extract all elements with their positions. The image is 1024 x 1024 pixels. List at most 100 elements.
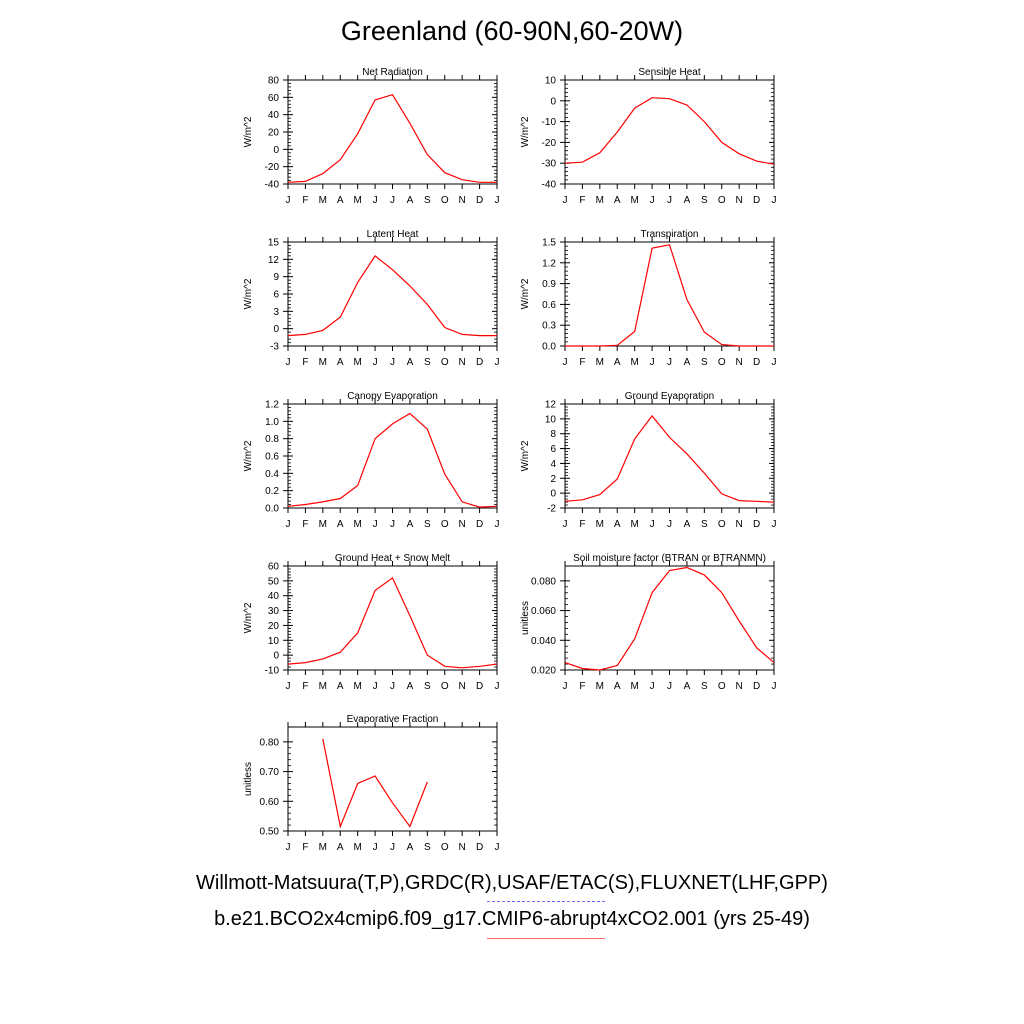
y-tick-label: 0	[273, 651, 279, 662]
series-line	[322, 738, 428, 829]
x-tick-label: M	[596, 681, 604, 692]
x-tick-label: J	[495, 842, 500, 853]
x-tick-label: M	[596, 357, 604, 368]
x-tick-label: F	[579, 681, 585, 692]
y-tick-label: 1.2	[265, 400, 279, 411]
x-tick-label: M	[353, 357, 361, 368]
y-tick-label: 0.9	[542, 279, 556, 290]
x-tick-label: A	[684, 357, 691, 368]
y-tick-label: 0.6	[265, 452, 279, 463]
x-tick-label: J	[563, 519, 568, 530]
x-tick-label: M	[319, 195, 327, 206]
panel-title: Ground Evaporation	[625, 391, 715, 402]
y-tick-label: -10	[265, 666, 280, 677]
y-tick-label: 12	[545, 400, 557, 411]
x-tick-label: O	[718, 681, 726, 692]
x-tick-label: A	[407, 519, 414, 530]
x-tick-label: F	[579, 195, 585, 206]
x-tick-label: S	[701, 195, 708, 206]
x-tick-label: A	[684, 681, 691, 692]
x-tick-label: A	[684, 195, 691, 206]
y-tick-label: 0.8	[265, 434, 279, 445]
x-tick-label: N	[459, 842, 466, 853]
x-tick-label: J	[390, 357, 395, 368]
series-line	[564, 414, 775, 503]
y-tick-label: 60	[268, 93, 280, 104]
y-tick-label: 1.2	[542, 258, 556, 269]
x-tick-label: N	[736, 357, 743, 368]
x-tick-label: M	[319, 357, 327, 368]
y-tick-label: 10	[545, 76, 557, 87]
y-axis-label: W/m^2	[243, 278, 254, 309]
chart-panel: Soil moisture factor (BTRAN or BTRANMN) u…	[520, 553, 777, 692]
y-axis-label: W/m^2	[520, 278, 531, 309]
x-tick-label: S	[424, 842, 431, 853]
y-tick-label: 30	[268, 606, 280, 617]
x-tick-label: J	[563, 681, 568, 692]
y-tick-label: 6	[273, 290, 279, 301]
x-tick-label: N	[459, 357, 466, 368]
x-tick-label: J	[667, 681, 672, 692]
x-tick-label: D	[476, 519, 483, 530]
chart-panel: Ground Heat + Snow Melt W/m^2 -10 0 10 20 30 40…	[243, 553, 500, 692]
x-tick-label: M	[353, 519, 361, 530]
x-tick-label: A	[614, 357, 621, 368]
x-tick-label: J	[650, 681, 655, 692]
y-tick-label: 0.040	[531, 636, 556, 647]
x-tick-label: N	[459, 519, 466, 530]
x-tick-label: M	[596, 195, 604, 206]
y-tick-label: 15	[268, 238, 280, 249]
x-tick-label: J	[286, 681, 291, 692]
y-tick-label: 0.6	[542, 300, 556, 311]
x-tick-label: J	[373, 195, 378, 206]
y-tick-label: 0	[550, 489, 556, 500]
x-tick-label: M	[596, 519, 604, 530]
x-tick-label: O	[441, 519, 449, 530]
x-tick-label: N	[459, 195, 466, 206]
y-axis-label: W/m^2	[243, 440, 254, 471]
y-tick-label: 9	[273, 272, 279, 283]
y-tick-label: 0.4	[265, 469, 279, 480]
series-line	[287, 576, 498, 669]
x-tick-label: D	[753, 519, 760, 530]
y-tick-label: -20	[542, 138, 557, 149]
x-tick-label: O	[718, 357, 726, 368]
panel-title: Canopy Evaporation	[347, 391, 438, 402]
x-tick-label: D	[753, 195, 760, 206]
y-tick-label: 0.70	[260, 767, 280, 778]
y-axis-label: W/m^2	[243, 602, 254, 633]
y-tick-label: 0.020	[531, 666, 556, 677]
x-tick-label: A	[407, 357, 414, 368]
y-tick-label: 0.2	[265, 486, 279, 497]
y-tick-label: 0.060	[531, 606, 556, 617]
x-tick-label: M	[630, 357, 638, 368]
x-tick-label: A	[337, 842, 344, 853]
x-tick-label: J	[667, 195, 672, 206]
series-line	[287, 255, 497, 337]
x-tick-label: S	[424, 357, 431, 368]
series-line	[287, 93, 497, 183]
x-tick-label: A	[684, 519, 691, 530]
plot-frame	[287, 565, 498, 671]
x-tick-label: O	[718, 195, 726, 206]
x-tick-label: N	[459, 681, 466, 692]
y-tick-label: 0.080	[531, 576, 556, 587]
x-tick-label: J	[390, 842, 395, 853]
figure-title: Greenland (60-90N,60-20W)	[340, 16, 684, 46]
y-tick-label: 6	[550, 444, 556, 455]
x-tick-label: F	[302, 842, 308, 853]
x-tick-label: S	[424, 195, 431, 206]
x-tick-label: M	[319, 842, 327, 853]
x-tick-label: J	[495, 519, 500, 530]
x-tick-label: J	[373, 842, 378, 853]
x-tick-label: J	[373, 681, 378, 692]
x-tick-label: D	[476, 681, 483, 692]
x-tick-label: N	[736, 681, 743, 692]
x-tick-label: J	[286, 519, 291, 530]
x-tick-label: S	[701, 357, 708, 368]
series-line	[564, 566, 775, 671]
x-tick-label: M	[353, 681, 361, 692]
x-tick-label: A	[337, 357, 344, 368]
